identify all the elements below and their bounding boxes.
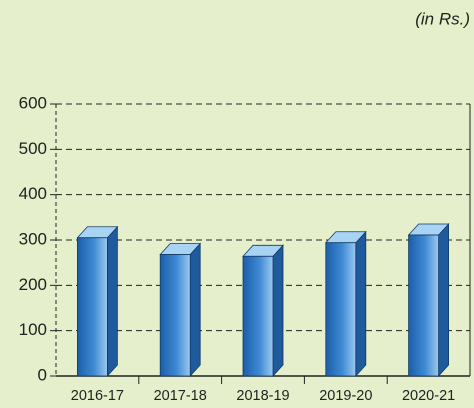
- y-tick-label: 600: [19, 93, 47, 112]
- x-tick-label: 2016-17: [71, 388, 124, 404]
- x-tick-label: 2018-19: [236, 388, 289, 404]
- bar-side: [189, 242, 201, 378]
- y-tick-label: 0: [38, 365, 47, 384]
- bar: [159, 254, 191, 377]
- x-tick-label: 2017-18: [154, 388, 207, 404]
- y-tick-label: 100: [19, 320, 47, 339]
- y-tick-label: 400: [19, 184, 47, 203]
- bar: [242, 255, 274, 377]
- bar: [408, 234, 440, 377]
- x-tick-label: 2019-20: [319, 388, 372, 404]
- x-tick-label: 2020-21: [402, 388, 455, 404]
- bar-side: [355, 230, 367, 378]
- y-tick-label: 500: [19, 139, 47, 158]
- annotation: (in Rs.): [415, 9, 470, 28]
- y-tick-label: 300: [19, 229, 47, 248]
- bar-side: [438, 222, 450, 378]
- bar-side: [107, 225, 118, 378]
- bar-side: [272, 244, 284, 378]
- y-tick-label: 200: [19, 275, 47, 294]
- bar: [77, 237, 108, 377]
- bar: [325, 242, 357, 377]
